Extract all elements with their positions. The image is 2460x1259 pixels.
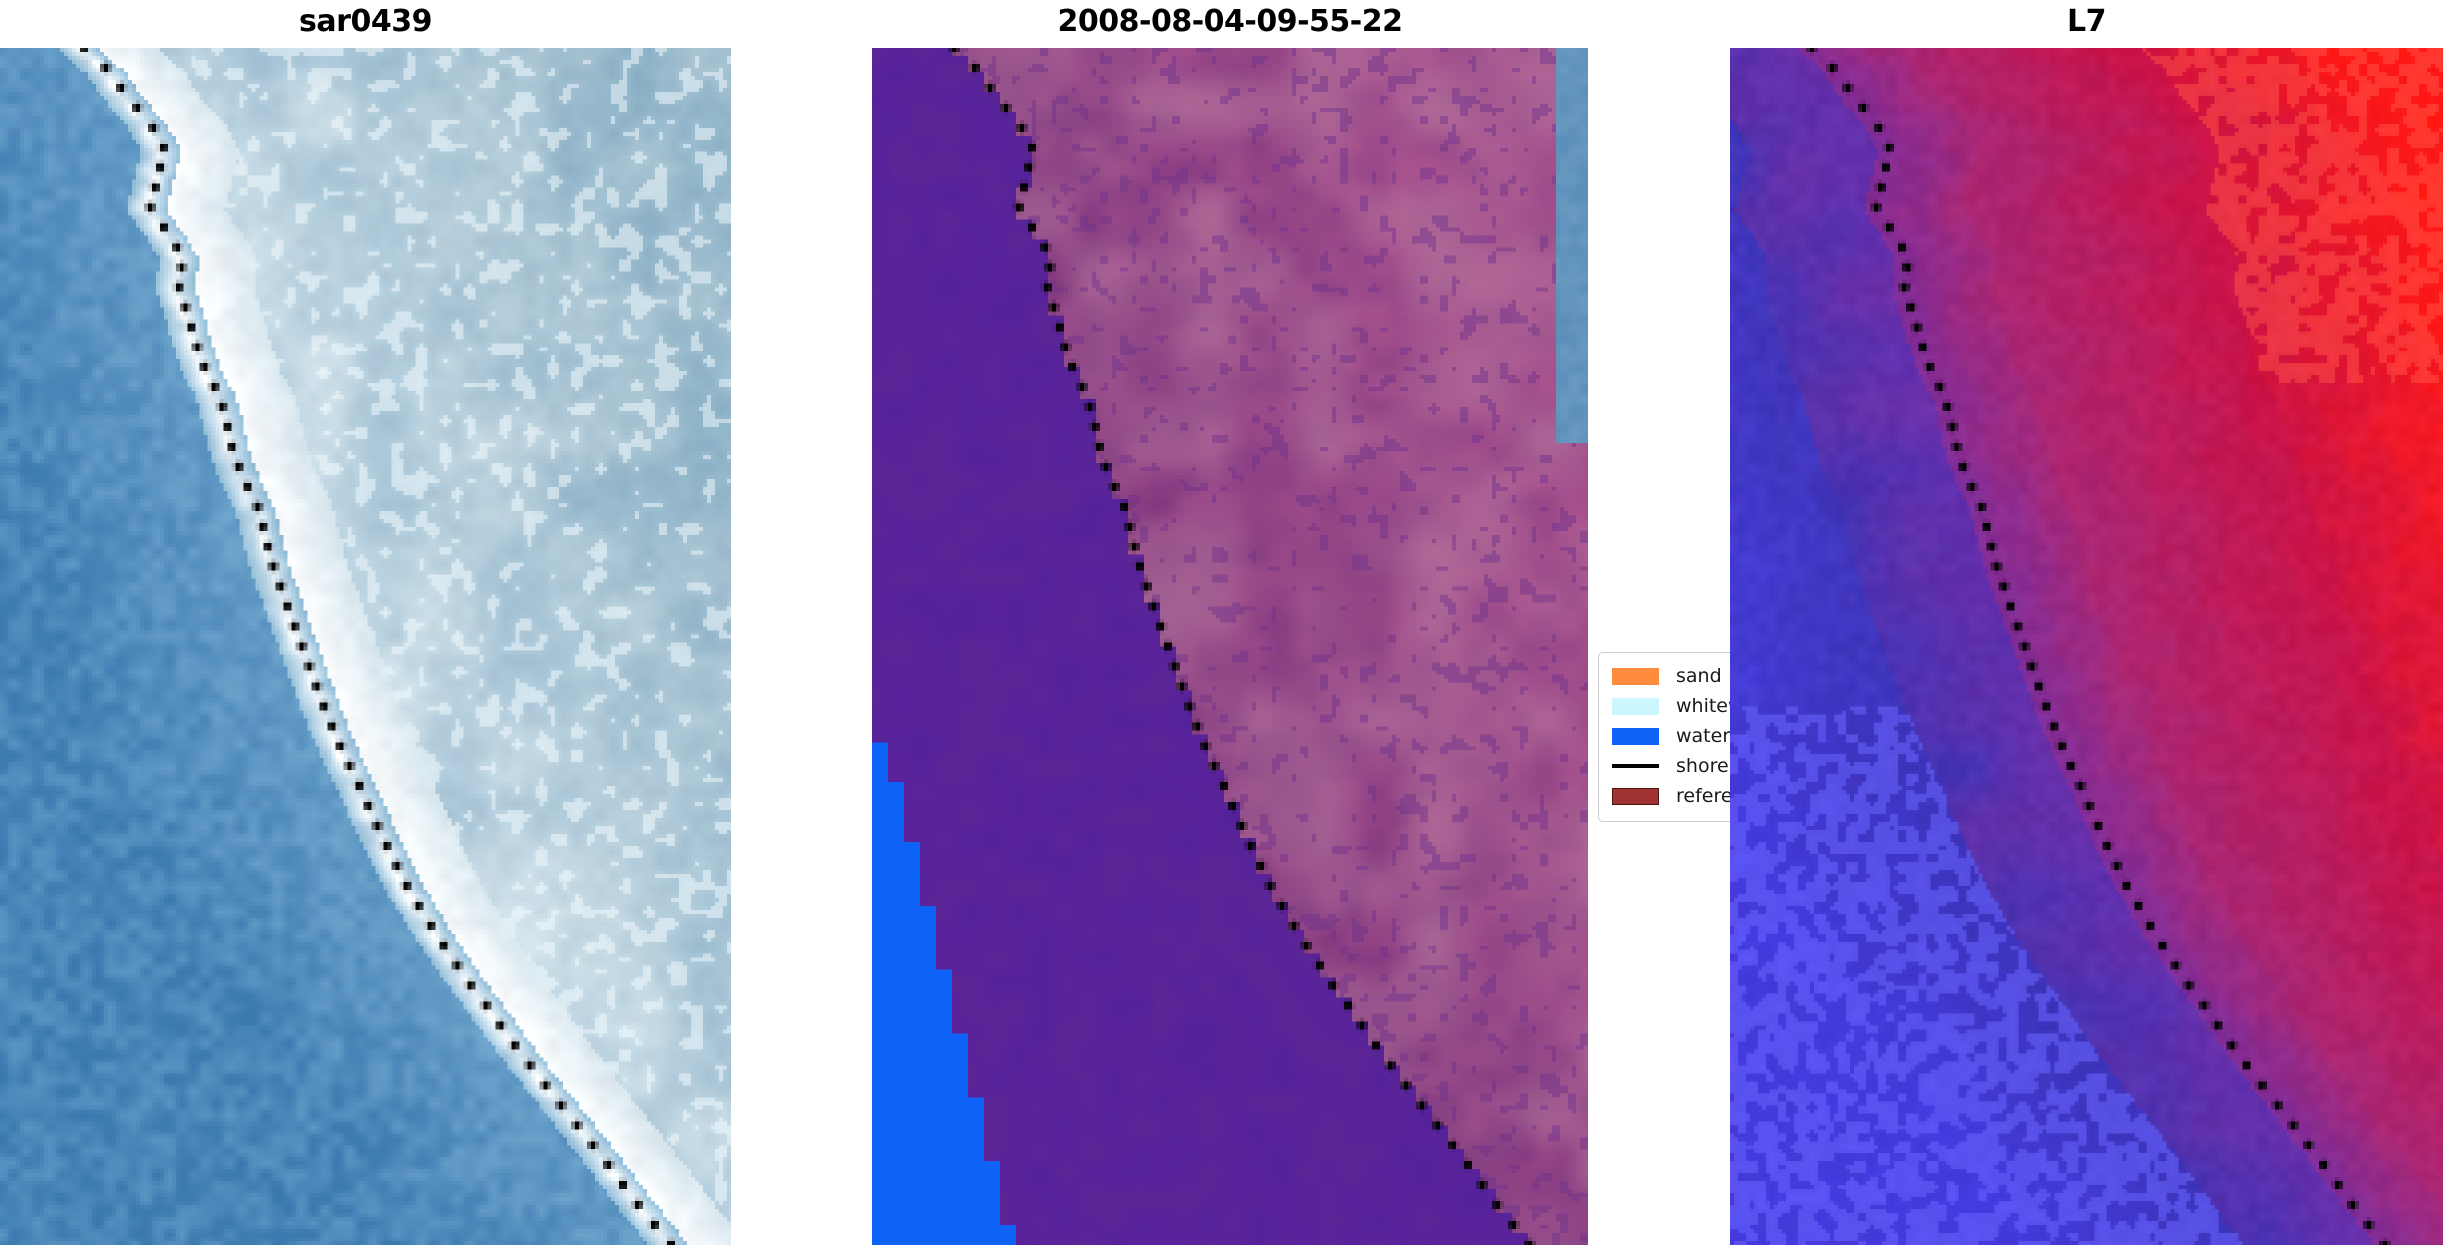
panel-3-title: L7	[2067, 4, 2107, 39]
water-swatch-icon	[1612, 727, 1659, 745]
panel-1-image	[0, 48, 731, 1245]
panel-3-image	[1730, 48, 2443, 1245]
shoreline-line-icon	[1612, 764, 1659, 768]
legend-item-water: water	[1599, 721, 1793, 751]
panel-3-raster	[1730, 48, 2443, 1245]
panel-sar0439: sar0439	[0, 0, 731, 1245]
legend-label-water: water	[1676, 725, 1731, 747]
panel-2-raster	[872, 48, 1588, 1245]
panel-l7: L7	[1730, 0, 2443, 1245]
legend-label-sand: sand	[1676, 665, 1722, 687]
reference-swatch-icon	[1612, 787, 1659, 805]
panel-1-title: sar0439	[299, 4, 432, 39]
panel-2-image	[872, 48, 1588, 1245]
sand-swatch-icon	[1612, 667, 1659, 685]
panel-2008-08-04-09-55-22: 2008-08-04-09-55-22	[872, 0, 1588, 1245]
whitewater-swatch-icon	[1612, 697, 1659, 715]
panel-1-raster	[0, 48, 731, 1245]
panel-2-title: 2008-08-04-09-55-22	[1057, 4, 1404, 39]
legend-item-sand: sand	[1599, 661, 1793, 691]
